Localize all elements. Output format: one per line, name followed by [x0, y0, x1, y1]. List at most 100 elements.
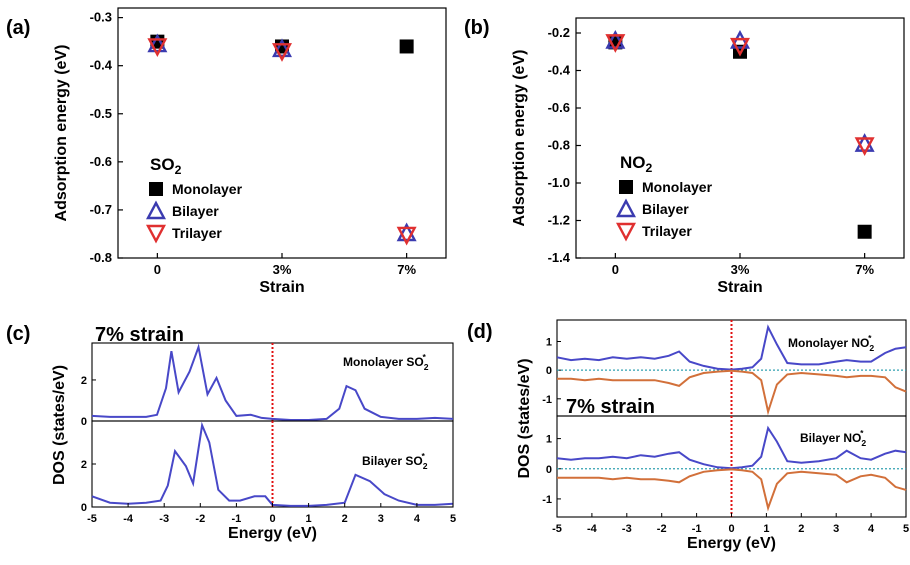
panel-label: (d)	[467, 321, 493, 343]
subplot-label-main: Bilayer NO	[800, 431, 861, 445]
x-tick-label: -5	[87, 513, 97, 525]
x-tick-label: 0	[269, 513, 275, 525]
legend-title-main: NO	[620, 153, 646, 172]
y-tick-label: 1	[546, 336, 552, 348]
y-tick-label: -0.8	[90, 250, 112, 265]
y-axis-title: Adsorption energy (eV)	[511, 50, 528, 227]
y-axis-title: Adsorption energy (eV)	[53, 45, 70, 222]
data-point-trilayer	[396, 226, 417, 246]
y-axis-title: DOS (states/eV)	[51, 365, 68, 485]
y-tick-label: 2	[81, 375, 87, 387]
y-tick-label: -1.2	[548, 213, 570, 228]
y-tick-label: 0	[546, 365, 552, 377]
y-tick-label: -0.3	[90, 10, 112, 25]
y-tick-label: -0.2	[548, 25, 570, 40]
dos-subplot-1: 1 0 -1 Bilayer NO2*	[542, 415, 907, 518]
y-tick-label: 2	[81, 459, 87, 471]
x-tick-label: 0	[154, 262, 161, 277]
subplot-label-main: Monolayer NO	[788, 336, 869, 350]
x-tick-label: 5	[903, 523, 909, 535]
x-tick-label: -2	[195, 513, 205, 525]
x-tick-label: 2	[798, 523, 804, 535]
dos-spin-up-curve	[556, 425, 907, 470]
data-point-bilayer	[272, 38, 292, 58]
subplot-label-sup: *	[868, 333, 872, 343]
data-point-trilayer	[854, 137, 875, 157]
x-tick-label: 4	[868, 523, 875, 535]
y-tick-label: -1	[542, 494, 552, 506]
subplot-label: Bilayer NO2*	[800, 428, 866, 448]
x-tick-label: 3%	[731, 262, 750, 277]
x-tick-label: -2	[657, 523, 667, 535]
subplot-label: Monolayer NO2*	[788, 333, 874, 353]
legend-entry: Trilayer	[642, 223, 692, 239]
dos-curve	[91, 343, 454, 421]
y-tick-label: -0.5	[90, 106, 112, 121]
x-tick-label: -3	[159, 513, 169, 525]
y-tick-label: 0	[81, 416, 87, 428]
legend-title: NO2	[620, 153, 653, 175]
y-tick-label: 1	[546, 434, 552, 446]
x-tick-label: -1	[232, 513, 242, 525]
strain-annotation: 7% strain	[566, 396, 655, 418]
y-tick-label: -0.4	[548, 63, 571, 78]
legend-marker	[616, 198, 636, 218]
data-point-trilayer	[272, 43, 292, 62]
x-tick-label: 4	[414, 513, 421, 525]
y-tick-label: -1.4	[548, 250, 571, 265]
x-tick-label: 5	[450, 513, 456, 525]
subplot-label-sub: 2	[423, 461, 428, 471]
data-point-bilayer	[854, 133, 875, 152]
x-tick-label: -5	[552, 523, 562, 535]
legend-entry: Bilayer	[172, 203, 219, 219]
data-point-trilayer	[605, 34, 626, 53]
x-axis-title: Strain	[717, 279, 762, 296]
y-axis-title: DOS (states/eV)	[516, 358, 533, 478]
x-axis-title: Strain	[259, 279, 304, 296]
x-tick-label: 7%	[397, 262, 416, 277]
subplot-label-sup: *	[860, 428, 864, 438]
legend-marker	[149, 182, 163, 196]
subplot-label-main: Monolayer SO	[343, 355, 424, 369]
subplot-label: Bilayer SO2*	[362, 451, 428, 471]
x-tick-label: -1	[692, 523, 702, 535]
x-axis-title: Energy (eV)	[687, 535, 776, 552]
x-tick-label: 3%	[273, 262, 292, 277]
legend-entry: Monolayer	[172, 181, 243, 197]
panel-label: (a)	[6, 17, 30, 39]
x-axis-title: Energy (eV)	[228, 525, 317, 542]
data-point-bilayer	[147, 33, 168, 53]
dos-spin-down-curve	[557, 468, 907, 512]
panel-b: (b) -0.2 -0.4 -0.6 -0.8 -1.0 -1.2 -1.4 0 3% 7% Stra…	[464, 17, 905, 296]
y-tick-label: -1.0	[548, 175, 570, 190]
panel-label: (b)	[464, 17, 490, 39]
x-tick-label: 0	[612, 262, 619, 277]
data-point-bilayer	[396, 222, 417, 242]
y-tick-label: -0.7	[90, 202, 112, 217]
x-tick-label: 3	[833, 523, 839, 535]
legend-marker	[619, 180, 633, 194]
x-tick-label: 2	[342, 513, 348, 525]
data-point-trilayer	[147, 38, 168, 58]
subplot-label-main: Bilayer SO	[362, 454, 423, 468]
legend-marker	[146, 224, 166, 244]
x-tick-label: 1	[763, 523, 769, 535]
subplot-label-sub: 2	[424, 362, 429, 372]
strain-annotation: 7% strain	[95, 324, 184, 346]
dos-spin-up-curve	[556, 324, 907, 371]
data-point-monolayer	[857, 224, 872, 239]
subplot-label-sub: 2	[861, 438, 866, 448]
y-tick-label: 0	[546, 464, 552, 476]
x-tick-label: -3	[622, 523, 632, 535]
x-tick-label: 3	[378, 513, 384, 525]
y-tick-label: 0	[81, 502, 87, 514]
subplot-label-sup: *	[422, 451, 426, 461]
legend-title: SO2	[150, 155, 182, 177]
legend-marker	[146, 200, 166, 220]
x-tick-label: -4	[587, 523, 598, 535]
x-tick-label: 1	[306, 513, 312, 525]
